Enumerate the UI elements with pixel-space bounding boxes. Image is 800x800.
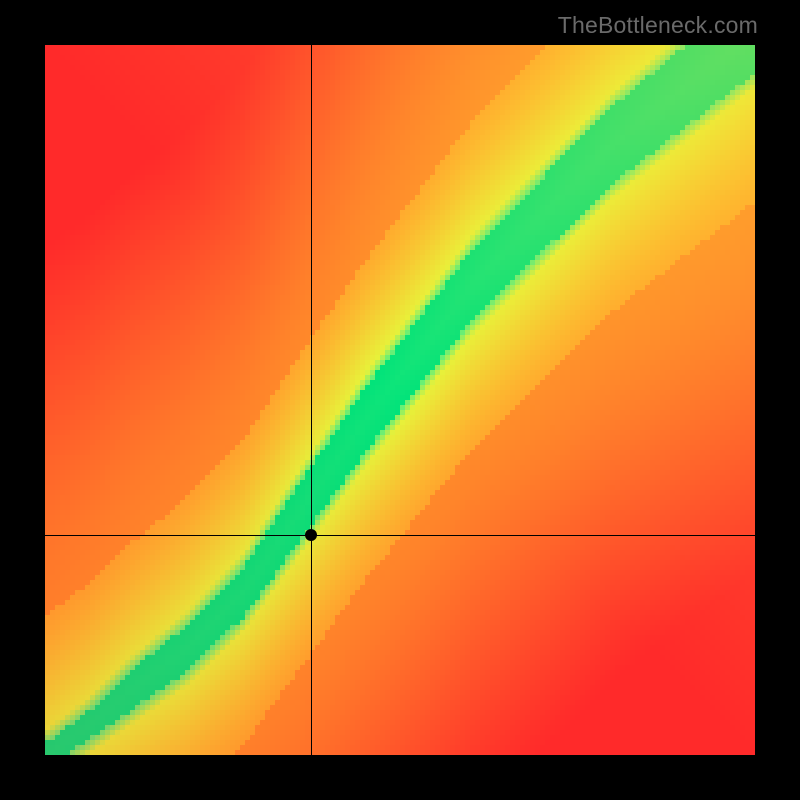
chart-container: TheBottleneck.com [0,0,800,800]
watermark-text: TheBottleneck.com [558,12,758,39]
crosshair-vertical [311,45,312,755]
crosshair-horizontal [45,535,755,536]
bottleneck-heatmap [45,45,755,755]
